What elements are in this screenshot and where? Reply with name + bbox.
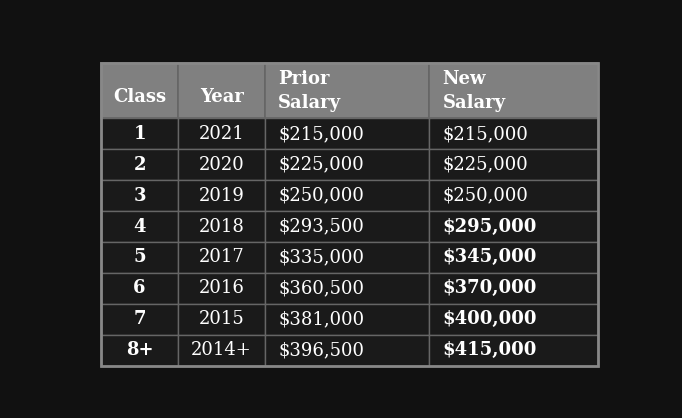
Bar [101,242,178,273]
Text: 3: 3 [134,187,146,205]
Bar [429,211,598,242]
Text: 2014+: 2014+ [191,341,252,359]
Bar [265,273,429,304]
Text: $293,500: $293,500 [278,218,364,236]
Text: Year: Year [200,88,243,106]
Text: 2017: 2017 [198,248,244,266]
Text: $345,000: $345,000 [443,248,537,266]
Text: $250,000: $250,000 [278,187,364,205]
Bar [101,149,178,180]
Bar [429,118,598,149]
Text: 5: 5 [133,248,146,266]
Text: 7: 7 [134,310,146,328]
Text: $295,000: $295,000 [443,218,537,236]
Bar [101,180,178,211]
Text: $370,000: $370,000 [443,279,537,297]
Bar [178,180,265,211]
Text: $215,000: $215,000 [443,125,529,143]
Text: $360,500: $360,500 [278,279,364,297]
Text: 2018: 2018 [198,218,245,236]
Bar [101,211,178,242]
Text: $381,000: $381,000 [278,310,364,328]
Bar [265,149,429,180]
Bar [429,242,598,273]
Text: Prior: Prior [278,69,329,87]
Text: 4: 4 [134,218,146,236]
Bar [178,63,265,118]
Text: 8+: 8+ [126,341,153,359]
Text: Salary: Salary [278,94,341,112]
Bar [265,242,429,273]
Bar [265,63,429,118]
Bar [429,304,598,335]
Bar [101,273,178,304]
Bar [265,180,429,211]
Text: 2019: 2019 [198,187,245,205]
Text: Salary: Salary [443,94,505,112]
Text: $225,000: $225,000 [443,156,529,174]
Text: $396,500: $396,500 [278,341,364,359]
Text: Class: Class [113,88,166,106]
Text: 2016: 2016 [198,279,245,297]
Bar [178,149,265,180]
Text: 1: 1 [134,125,146,143]
Bar [101,304,178,335]
Bar [101,63,178,118]
Bar [429,180,598,211]
Text: 2: 2 [134,156,146,174]
Bar [178,211,265,242]
Bar [265,211,429,242]
Text: $415,000: $415,000 [443,341,537,359]
Text: 2015: 2015 [198,310,244,328]
Bar [429,149,598,180]
Bar [178,335,265,366]
Bar [429,335,598,366]
Bar [429,63,598,118]
Bar [265,118,429,149]
Text: 2020: 2020 [198,156,244,174]
Text: 2021: 2021 [198,125,244,143]
Text: $215,000: $215,000 [278,125,364,143]
Bar [101,335,178,366]
Text: $400,000: $400,000 [443,310,537,328]
Bar [178,118,265,149]
Text: $225,000: $225,000 [278,156,364,174]
Bar [178,242,265,273]
Text: $335,000: $335,000 [278,248,364,266]
Bar [265,304,429,335]
Bar [101,118,178,149]
Bar [265,335,429,366]
Bar [178,273,265,304]
Text: New: New [443,69,486,87]
Bar [429,273,598,304]
Text: $250,000: $250,000 [443,187,529,205]
Bar [178,304,265,335]
Text: 6: 6 [134,279,146,297]
